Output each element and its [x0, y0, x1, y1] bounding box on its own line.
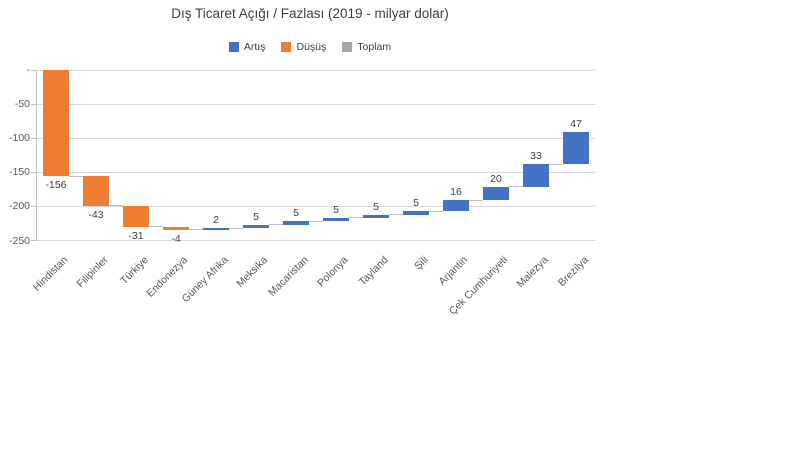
legend-label-toplam: Toplam — [357, 41, 392, 53]
data-label-sili: 5 — [413, 197, 419, 210]
data-label-hindistan: -156 — [45, 179, 67, 192]
gridline — [36, 171, 596, 173]
y-axis-label: -200 — [8, 200, 30, 213]
legend-swatch-dusus — [281, 42, 292, 52]
category-label-meksika: Meksika — [234, 254, 271, 290]
y-axis-tick — [31, 137, 36, 139]
connector-sili — [429, 210, 443, 212]
y-axis-tick — [31, 103, 36, 105]
data-label-polonya: 5 — [333, 203, 339, 216]
category-label-hindistan: Hindistan — [31, 254, 71, 294]
category-label-filipinler: Filipinler — [74, 254, 111, 291]
data-label-endonezya: -4 — [171, 232, 181, 245]
legend: Artış Düşüş Toplam — [0, 40, 620, 54]
bar-cek-cumhuriyeti — [483, 186, 509, 201]
bar-brezilya — [563, 132, 589, 165]
category-label-tayland: Tayland — [356, 254, 391, 289]
legend-label-dusus: Düşüş — [296, 41, 327, 53]
bar-arjantin — [443, 200, 469, 212]
bar-polonya — [323, 217, 349, 222]
category-label-macaristan: Macaristan — [265, 254, 311, 299]
bar-macaristan — [283, 221, 309, 225]
legend-item-artis: Artış — [228, 41, 266, 53]
legend-item-toplam: Toplam — [342, 41, 391, 53]
bar-turkiye — [123, 205, 149, 227]
category-label-polonya: Polonya — [315, 254, 351, 290]
gridline — [36, 240, 596, 241]
y-axis-tick — [31, 171, 36, 173]
connector-cek-cumhuriyeti — [509, 186, 523, 188]
legend-swatch-artis — [228, 42, 239, 52]
category-label-sili: Şili — [412, 254, 431, 273]
data-label-macaristan: 5 — [293, 207, 299, 220]
y-axis-label: - — [26, 64, 31, 76]
connector-macaristan — [309, 220, 323, 222]
connector-endonezya — [189, 229, 203, 231]
legend-label-artis: Artış — [243, 41, 266, 53]
legend-item-dusus: Düşüş — [281, 41, 326, 53]
connector-meksika — [269, 224, 283, 226]
data-label-turkiye: -31 — [128, 229, 144, 242]
bar-malezya — [523, 164, 549, 187]
y-axis-label: -250 — [8, 234, 30, 247]
bar-tayland — [363, 214, 389, 218]
y-axis-label: -150 — [8, 166, 30, 179]
bar-sili — [403, 211, 429, 215]
data-label-filipinler: -43 — [88, 208, 104, 221]
category-label-arjantin: Arjantin — [436, 254, 471, 288]
category-label-turkiye: Türkiye — [117, 254, 151, 287]
bar-hindistan — [43, 70, 69, 177]
y-axis-tick — [31, 240, 36, 241]
gridline — [36, 103, 596, 105]
category-label-malezya: Malezya — [514, 254, 551, 291]
bar-filipinler — [83, 176, 109, 206]
gridline — [36, 205, 596, 207]
connector-tayland — [389, 214, 403, 216]
connector-turkiye — [149, 226, 163, 228]
y-axis-line — [36, 70, 37, 241]
data-label-malezya: 33 — [530, 150, 542, 163]
data-label-tayland: 5 — [373, 200, 379, 213]
data-label-meksika: 5 — [253, 210, 259, 223]
data-label-arjantin: 16 — [450, 186, 462, 199]
y-axis-tick — [31, 69, 36, 71]
connector-filipinler — [109, 205, 123, 207]
y-axis-label: -50 — [14, 98, 30, 111]
connector-arjantin — [469, 199, 483, 201]
bar-endonezya — [163, 226, 189, 230]
y-axis-tick — [31, 205, 36, 207]
data-label-guney-afrika: 2 — [213, 214, 219, 227]
category-label-brezilya: Brezilya — [555, 254, 591, 289]
bar-guney-afrika — [203, 228, 229, 231]
gridline — [36, 137, 596, 139]
y-axis-label: -100 — [8, 132, 30, 145]
connector-guney-afrika — [229, 227, 243, 229]
connector-polonya — [349, 217, 363, 219]
data-label-cek-cumhuriyeti: 20 — [490, 172, 502, 185]
legend-swatch-toplam — [342, 42, 353, 52]
gridline — [36, 69, 596, 71]
data-label-brezilya: 47 — [570, 118, 582, 131]
connector-hindistan — [69, 175, 83, 177]
bar-meksika — [243, 224, 269, 229]
connector-malezya — [549, 163, 563, 165]
chart-title: Dış Ticaret Açığı / Fazlası (2019 - mily… — [171, 6, 449, 21]
